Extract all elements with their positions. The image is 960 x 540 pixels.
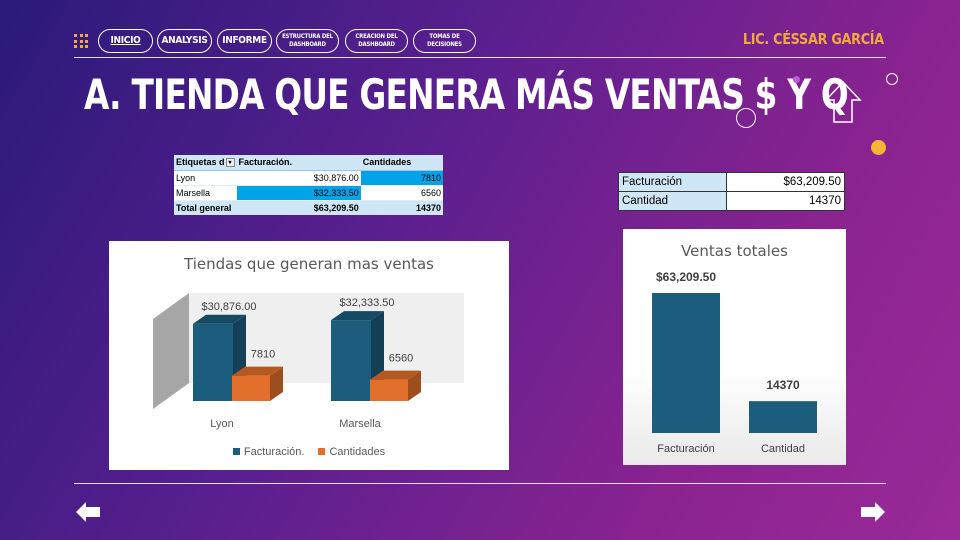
- data-label: $32,333.50: [339, 297, 394, 309]
- decor-ring: [736, 108, 756, 128]
- summary-value[interactable]: $63,209.50: [726, 172, 845, 192]
- pivot-cell-label[interactable]: Marsella: [174, 185, 237, 201]
- stores-chart-plot: $30,876.00 7810 $32,333.50 6560 Lyon Marsell…: [153, 293, 464, 430]
- bar-cantidades-top: [232, 366, 283, 376]
- bar-total[interactable]: [652, 293, 720, 433]
- category-label: Lyon: [210, 418, 233, 430]
- bar-facturacion-front: [331, 320, 371, 401]
- table-row: Marsella $32,333.50 6560: [174, 185, 443, 201]
- category-label: Facturación: [657, 443, 714, 455]
- pivot-cell-facturacion[interactable]: $32,333.50: [236, 185, 361, 201]
- data-label: 14370: [766, 378, 800, 392]
- bar-total[interactable]: [749, 401, 817, 433]
- category-label: Marsella: [339, 418, 381, 430]
- pivot-cell-cantidades[interactable]: 7810: [360, 170, 443, 186]
- pivot-cell-label[interactable]: Lyon: [174, 170, 237, 186]
- data-label: 6560: [389, 353, 413, 365]
- summary-value[interactable]: 14370: [726, 191, 845, 211]
- summary-label[interactable]: Facturación: [618, 172, 727, 192]
- totals-chart-plot: $63,209.50 14370 Facturación Cantidad: [652, 270, 817, 455]
- pivot-cell-cantidades[interactable]: 6560: [360, 185, 443, 201]
- pivot-table: Etiquetas d ▾ Facturación. Cantidades Lyo…: [174, 155, 443, 215]
- data-label: 7810: [251, 349, 275, 361]
- pivot-total-cantidades[interactable]: 14370: [360, 199, 443, 215]
- legend-item: Facturación.: [232, 446, 305, 458]
- author-name: LIC. CÉSSAR GARCÍA: [742, 30, 884, 48]
- table-row: Lyon $30,876.00 7810: [174, 170, 443, 186]
- pivot-total-row: Total general $63,209.50 14370: [174, 199, 443, 215]
- bar-cantidades-top: [370, 370, 421, 380]
- top-divider: [74, 57, 886, 58]
- decor-gold-dot: [871, 140, 886, 155]
- nav-analysis-button[interactable]: ANALYSIS: [157, 29, 212, 53]
- bar-facturacion[interactable]: [331, 311, 384, 401]
- legend-label: Cantidades: [329, 446, 386, 458]
- table-row: Cantidad 14370: [618, 191, 845, 211]
- filter-dropdown-icon[interactable]: ▾: [225, 158, 235, 168]
- bottom-divider: [74, 483, 886, 484]
- bar-cantidades[interactable]: [370, 370, 421, 401]
- stores-chart[interactable]: Tiendas que generan mas ventas $30,876.0…: [109, 241, 509, 470]
- chart-legend: Facturación. Cantidades: [109, 446, 509, 458]
- legend-label: Facturación.: [243, 446, 305, 458]
- table-row: Facturación $63,209.50: [618, 172, 845, 192]
- nav-creacion-button[interactable]: CREACION DEL DASHBOARD: [345, 29, 408, 53]
- chart-title: Tiendas que generan mas ventas: [184, 255, 434, 273]
- bar-cantidades-front: [232, 375, 270, 401]
- pivot-total-label[interactable]: Total general: [174, 199, 237, 215]
- decor-ring-small: [886, 73, 898, 85]
- pivot-header-labels[interactable]: Etiquetas d ▾: [174, 155, 237, 171]
- next-arrow-icon[interactable]: [860, 501, 886, 523]
- summary-table: Facturación $63,209.50 Cantidad 14370: [618, 172, 845, 211]
- bar-facturacion-front: [193, 323, 233, 401]
- bar-cantidades-side: [408, 370, 421, 401]
- nav-informe-button[interactable]: INFORME: [217, 29, 272, 53]
- legend-item: Cantidades: [318, 446, 385, 458]
- bar-cantidades-side: [270, 366, 283, 401]
- totals-chart[interactable]: Ventas totales $63,209.50 14370 Facturaci…: [623, 229, 846, 465]
- legend-swatch: [232, 448, 240, 455]
- pivot-total-facturacion[interactable]: $63,209.50: [236, 199, 361, 215]
- apps-grid-icon[interactable]: [74, 34, 88, 48]
- category-label: Cantidad: [761, 443, 805, 455]
- pivot-cell-facturacion[interactable]: $30,876.00: [236, 170, 361, 186]
- legend-swatch: [318, 448, 326, 455]
- pivot-header-facturacion: Facturación.: [236, 155, 361, 171]
- nav-inicio-button[interactable]: INICIO: [98, 29, 153, 53]
- previous-arrow-icon[interactable]: [75, 501, 101, 523]
- chart-side-wall: [153, 293, 189, 409]
- bar-facturacion-top: [331, 311, 384, 321]
- data-label: $63,209.50: [656, 270, 716, 284]
- chart-back-wall: [189, 293, 464, 383]
- nav-tomas-button[interactable]: TOMAS DE DECISIONES: [413, 29, 476, 53]
- pivot-header-cantidades: Cantidades: [360, 155, 443, 171]
- bar-facturacion-top: [193, 314, 246, 324]
- nav-estructura-button[interactable]: ESTRUCTURA DEL DASHBOARD: [276, 29, 339, 53]
- home-up-arrow-icon[interactable]: [824, 80, 862, 124]
- page-title: A. TIENDA QUE GENERA MÁS VENTAS $ Y Q: [84, 70, 849, 119]
- pivot-header-row: Etiquetas d ▾ Facturación. Cantidades: [174, 155, 443, 171]
- summary-label[interactable]: Cantidad: [618, 191, 727, 211]
- chart-title: Ventas totales: [681, 242, 788, 260]
- data-label: $30,876.00: [201, 301, 256, 313]
- bar-cantidades[interactable]: [232, 366, 283, 401]
- bar-cantidades-front: [370, 379, 408, 401]
- decor-dot: [793, 76, 800, 83]
